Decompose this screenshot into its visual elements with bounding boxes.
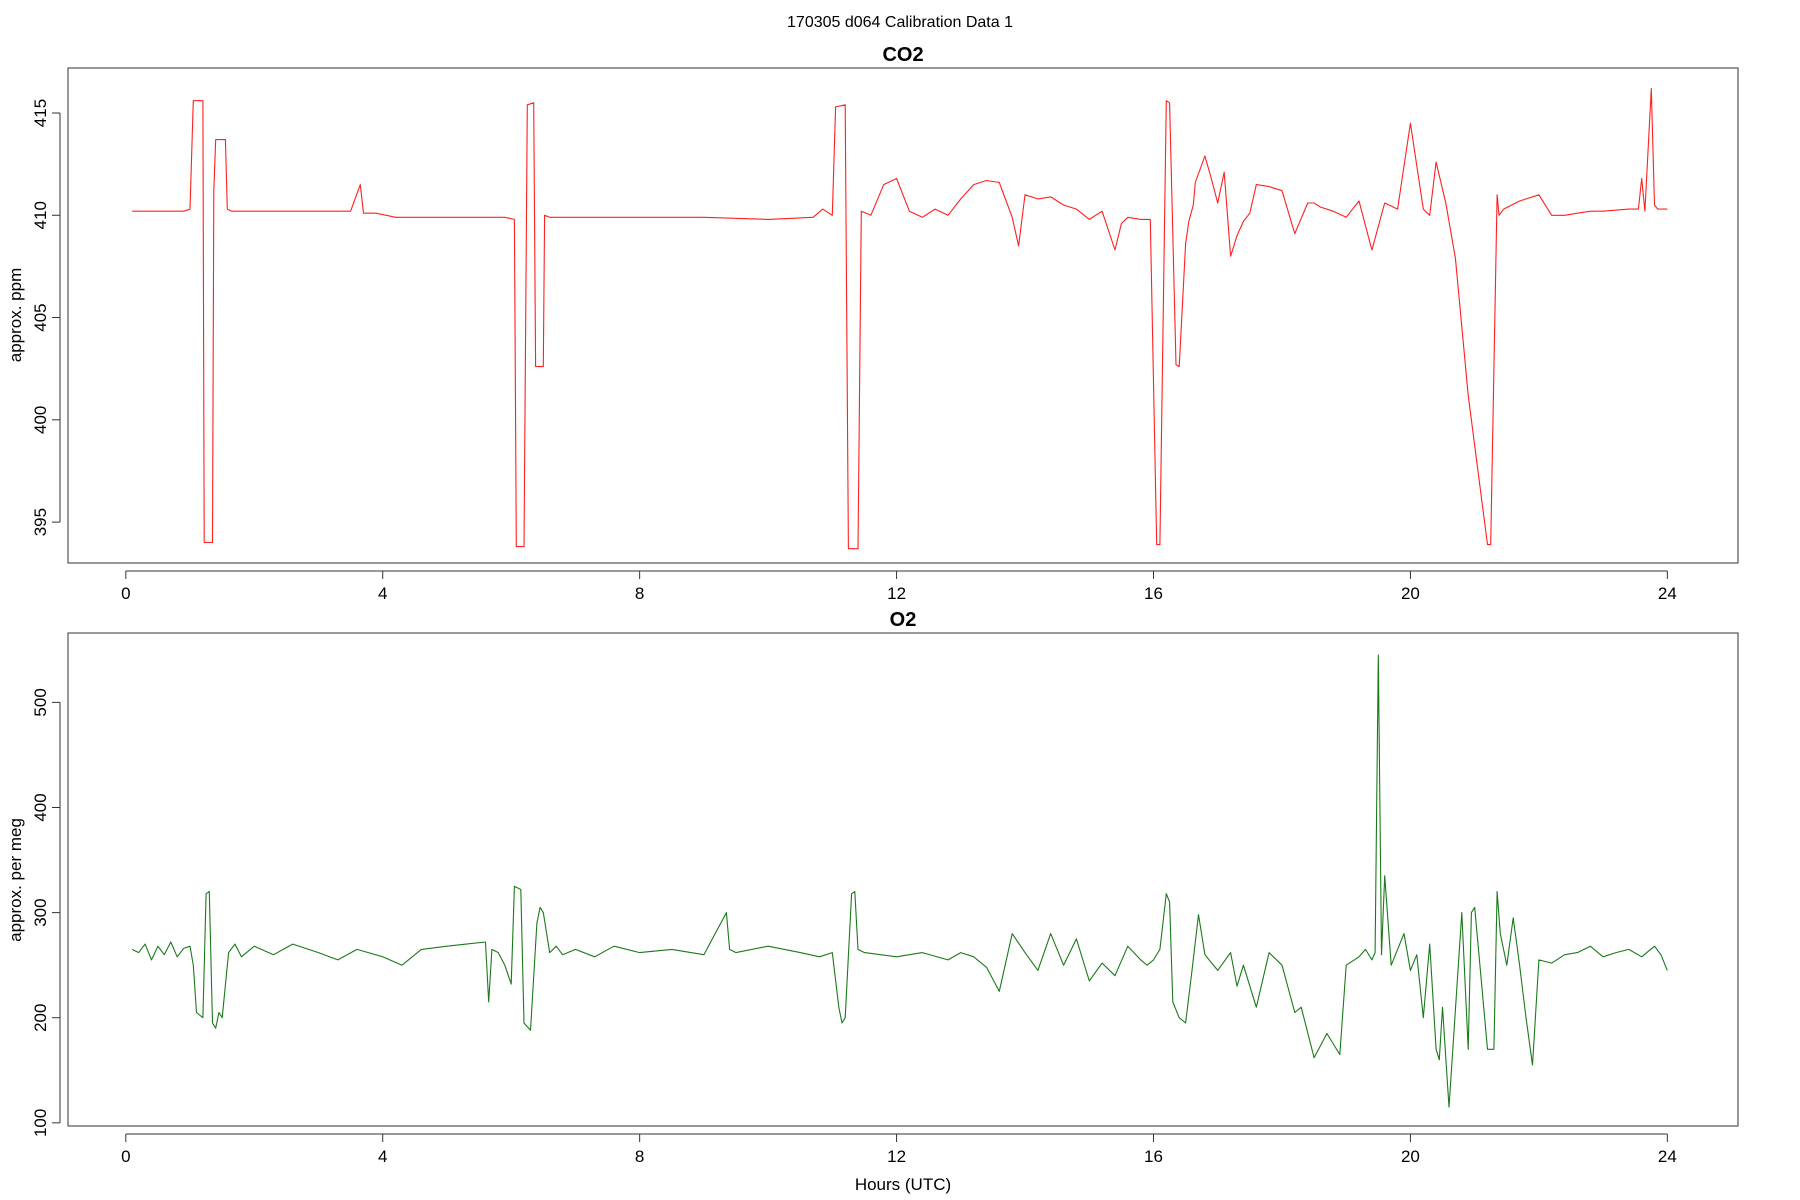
co2-series-line xyxy=(132,87,1668,550)
o2-x-tick-label: 8 xyxy=(635,1147,644,1166)
o2-y-tick-label: 200 xyxy=(31,1004,50,1032)
o2-y-axis-label: approx. per meg xyxy=(6,818,25,942)
co2-y-tick-label: 410 xyxy=(31,201,50,229)
o2-x-tick-label: 0 xyxy=(121,1147,130,1166)
o2-x-tick-label: 16 xyxy=(1144,1147,1163,1166)
co2-y-axis-label: approx. ppm xyxy=(6,268,25,363)
o2-panel-title: O2 xyxy=(890,609,917,631)
co2-x-tick-label: 20 xyxy=(1401,584,1420,603)
o2-series-line xyxy=(131,654,1668,1108)
co2-panel: CO2 approx. ppm 0 4 8 12 16 20 24 395 400 405 410 4… xyxy=(6,44,1739,603)
co2-x-tick-label: 8 xyxy=(635,584,644,603)
o2-y-tick-label: 500 xyxy=(31,688,50,716)
o2-x-tick-label: 24 xyxy=(1658,1147,1677,1166)
o2-x-axis-label: Hours (UTC) xyxy=(855,1175,951,1194)
co2-x-tick-label: 24 xyxy=(1658,584,1677,603)
o2-y-tick-label: 100 xyxy=(31,1109,50,1137)
co2-x-tick-label: 16 xyxy=(1144,584,1163,603)
o2-panel: O2 approx. per meg Hours (UTC) 0 4 8 12 16 20… xyxy=(6,609,1739,1194)
o2-y-tick-label: 400 xyxy=(31,793,50,821)
o2-y-tick-label: 300 xyxy=(31,898,50,926)
o2-plot-frame xyxy=(67,632,1739,1127)
co2-y-tick-label: 395 xyxy=(31,508,50,536)
co2-y-tick-label: 405 xyxy=(31,303,50,331)
o2-x-tick-label: 4 xyxy=(378,1147,387,1166)
co2-panel-title: CO2 xyxy=(882,44,923,66)
co2-x-tick-label: 0 xyxy=(121,584,130,603)
o2-x-tick-label: 20 xyxy=(1401,1147,1420,1166)
co2-y-tick-label: 400 xyxy=(31,406,50,434)
co2-x-tick-label: 4 xyxy=(378,584,387,603)
figure-suptitle: 170305 d064 Calibration Data 1 xyxy=(787,14,1013,31)
co2-plot-frame xyxy=(67,67,1739,564)
co2-x-tick-label: 12 xyxy=(887,584,906,603)
co2-y-tick-label: 415 xyxy=(31,99,50,127)
o2-x-tick-label: 12 xyxy=(887,1147,906,1166)
